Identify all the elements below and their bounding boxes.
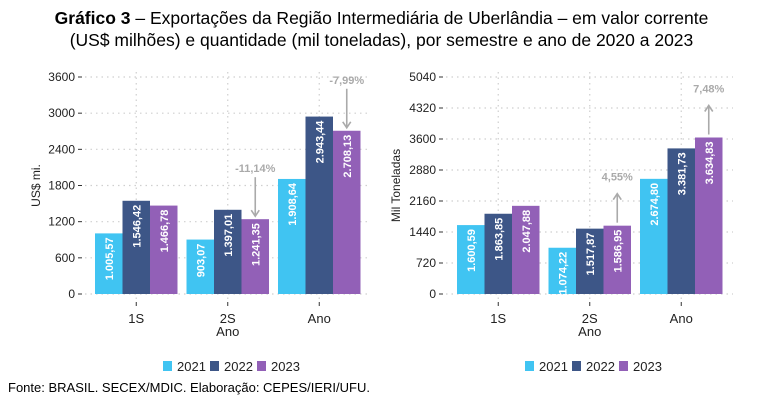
x-axis-label: Ano [216, 324, 239, 339]
arrowhead-icon [612, 192, 622, 201]
change-annotation: 4,55% [602, 172, 633, 184]
bar-2022-1S [484, 213, 512, 294]
legend-swatch-2022 [210, 361, 219, 371]
title-text: – Exportações da Região Intermediária de… [130, 8, 709, 28]
data-label: 3.634,83 [704, 142, 716, 185]
change-annotation: -7,99% [329, 75, 364, 87]
data-label: 2.943,44 [314, 120, 326, 164]
data-label: 1.586,95 [612, 230, 624, 273]
bar-2023-1S [150, 205, 178, 294]
bar-2023-1S [512, 205, 540, 294]
source-note: Fonte: BRASIL. SECEX/MDIC. Elaboração: C… [8, 380, 370, 395]
data-label: 1.241,35 [250, 223, 262, 266]
legend-swatch-2023 [257, 361, 266, 371]
y-tick-label: 4320 [409, 101, 436, 115]
arrowhead-icon [704, 104, 714, 112]
data-label: 1.546,42 [131, 205, 143, 248]
bar-2021-2S [548, 247, 576, 294]
bar-2023-2S [241, 219, 269, 294]
y-tick-label: 2160 [409, 194, 436, 208]
y-axis-label: US$ mi. [29, 164, 43, 207]
legend-label: 2023 [633, 359, 662, 374]
data-label: 2.047,88 [521, 210, 533, 253]
arrowhead-icon [342, 121, 352, 130]
y-tick-label: 0 [429, 287, 436, 301]
bar-2023-Ano [333, 130, 361, 294]
bar-2022-Ano [305, 116, 333, 294]
legend-label: 2021 [177, 359, 206, 374]
y-tick-label: 3600 [48, 70, 75, 84]
bar-2021-1S [95, 233, 123, 294]
data-label: 903,07 [195, 244, 207, 278]
y-axis-label: Mil Toneladas [389, 149, 403, 222]
y-tick-label: 2880 [409, 163, 436, 177]
chart-title: Gráfico 3 – Exportações da Região Interm… [0, 7, 763, 51]
legend-swatch-2022 [572, 361, 581, 371]
data-label: 1.397,01 [223, 214, 235, 257]
title-text-line2: (US$ milhões) e quantidade (mil tonelada… [69, 30, 694, 50]
data-label: 1.074,22 [557, 252, 569, 295]
legend-swatch-2021 [525, 361, 534, 371]
bar-2023-2S [603, 225, 631, 294]
data-label: 2.708,13 [342, 135, 354, 178]
y-tick-label: 3000 [48, 106, 75, 120]
data-label: 1.517,87 [585, 233, 597, 276]
x-tick-label: Ano [308, 311, 331, 326]
x-axis-label: Ano [578, 324, 601, 339]
bar-2021-1S [457, 225, 485, 294]
bar-2022-2S [214, 209, 242, 294]
figure-number: Gráfico 3 [54, 8, 131, 28]
data-label: 1.600,59 [466, 229, 478, 272]
bar-2022-Ano [667, 148, 695, 294]
y-tick-label: 1440 [409, 225, 436, 239]
x-tick-label: Ano [670, 311, 693, 326]
bar-2022-1S [122, 200, 150, 294]
y-tick-label: 0 [68, 287, 75, 301]
x-tick-label: 1S [128, 311, 144, 326]
data-label: 1.863,85 [493, 218, 505, 261]
y-tick-label: 1800 [48, 179, 75, 193]
legend-label: 2022 [586, 359, 615, 374]
y-tick-label: 3600 [409, 132, 436, 146]
data-label: 1.908,64 [287, 182, 299, 226]
change-annotation: 7,48% [693, 84, 724, 96]
legend-label: 2021 [539, 359, 568, 374]
bar-2022-2S [576, 228, 604, 294]
y-tick-label: 720 [416, 256, 436, 270]
data-label: 2.674,80 [649, 183, 661, 226]
arrowhead-icon [250, 209, 260, 218]
legend-label: 2023 [271, 359, 300, 374]
data-label: 1.466,78 [159, 210, 171, 253]
x-tick-label: 1S [490, 311, 506, 326]
legend-swatch-2023 [619, 361, 628, 371]
y-tick-label: 2400 [48, 142, 75, 156]
bar-2021-Ano [278, 178, 306, 294]
data-label: 1.005,57 [104, 237, 116, 280]
legend-swatch-2021 [163, 361, 172, 371]
change-annotation: -11,14% [235, 163, 276, 175]
legend-label: 2022 [224, 359, 253, 374]
x-tick-label: 2S [582, 311, 598, 326]
bar-2023-Ano [695, 137, 723, 294]
data-label: 3.381,73 [676, 152, 688, 195]
y-tick-label: 600 [55, 251, 75, 265]
x-tick-label: 2S [220, 311, 236, 326]
bar-2021-2S [186, 239, 214, 294]
y-tick-label: 5040 [409, 70, 436, 84]
y-tick-label: 1200 [48, 215, 75, 229]
bar-2021-Ano [640, 178, 668, 294]
